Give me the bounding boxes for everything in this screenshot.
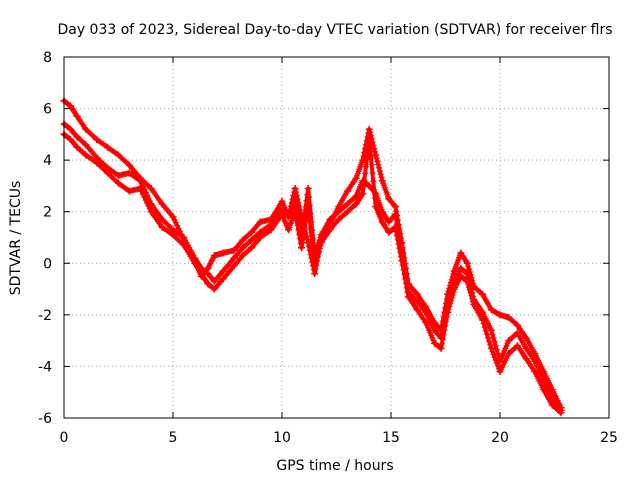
y-tick-label: 4 [43, 153, 52, 169]
x-tick-labels: 0 5 10 15 20 25 [60, 430, 618, 446]
y-axis-title: SDTVAR / TECUs [8, 181, 24, 296]
series-trace-3 [60, 130, 565, 417]
data-point-marker [413, 306, 421, 314]
series-dense-markers [61, 132, 563, 415]
x-axis-title: GPS time / hours [276, 458, 393, 474]
dense-plus-markers [61, 132, 563, 415]
series-trace-1 [60, 97, 565, 412]
x-tick-label: 15 [382, 430, 400, 446]
x-tick-label: 10 [273, 430, 291, 446]
data-point-marker [398, 257, 406, 265]
chart-title: Day 033 of 2023, Sidereal Day-to-day VTE… [57, 22, 612, 38]
y-tick-label: 0 [43, 256, 52, 272]
data-point-marker [298, 244, 306, 252]
y-tick-label: 8 [43, 50, 52, 66]
data-point-marker [291, 185, 299, 192]
axis-ticks [63, 56, 610, 419]
y-tick-label: -2 [38, 308, 52, 324]
x-tick-label: 0 [60, 430, 69, 446]
x-tick-label: 25 [600, 430, 618, 446]
data-point-marker [365, 136, 373, 143]
plot-frame [63, 56, 610, 419]
data-point-marker [372, 151, 380, 159]
y-tick-label: 2 [43, 205, 52, 221]
data-point-marker [404, 293, 412, 301]
y-tick-label: -6 [38, 411, 52, 427]
data-point-marker [311, 270, 319, 278]
y-tick-labels: -6 -4 -2 0 2 4 6 8 [38, 50, 52, 427]
x-tick-label: 20 [491, 430, 509, 446]
data-point-marker [304, 203, 312, 211]
data-point-marker [365, 125, 373, 133]
y-tick-label: 6 [43, 102, 52, 118]
data-point-marker [522, 355, 530, 363]
data-point-marker [304, 185, 312, 192]
y-tick-label: -4 [38, 359, 52, 375]
x-tick-label: 5 [169, 430, 178, 446]
